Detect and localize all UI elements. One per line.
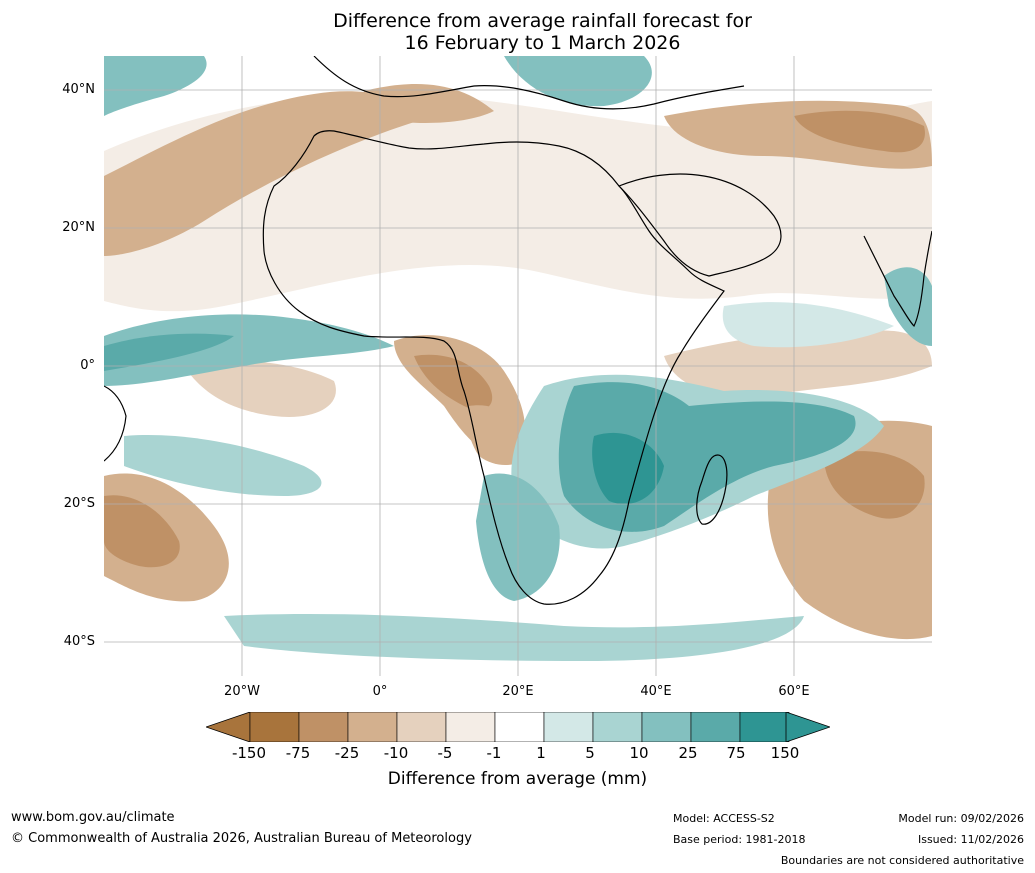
colorbar-tick: 75 <box>726 744 746 762</box>
colorbar-tick: 25 <box>678 744 698 762</box>
dry-region-med <box>364 83 494 123</box>
south-america-coastline <box>104 385 127 462</box>
wet-region-southern-ocean <box>224 614 804 661</box>
colorbar-tick: 1 <box>536 744 546 762</box>
colorbar-swatch <box>690 711 741 743</box>
dry-region-congo <box>414 354 493 410</box>
colorbar-tick: 5 <box>585 744 595 762</box>
colorbar-arrow-left <box>204 711 251 743</box>
dry-region-indian-north <box>664 330 932 397</box>
dry-region-atlantic-band <box>104 91 434 256</box>
dry-region-indian-ocean-core <box>824 451 925 519</box>
dry-region-equatorial-atlantic <box>184 361 336 417</box>
dry-region-middle-east-core <box>794 110 925 153</box>
colorbar-tick: -25 <box>334 744 360 762</box>
footer-base-period: Base period: 1981-2018 <box>673 833 806 846</box>
wet-region-aegean <box>504 56 652 107</box>
rainfall-anomaly-map <box>104 56 932 676</box>
colorbar-swatch <box>347 711 398 743</box>
arabia-coastline <box>617 173 782 277</box>
colorbar-swatch <box>641 711 692 743</box>
wet-region-north-west <box>104 56 207 116</box>
wet-anomaly-regions <box>104 56 932 661</box>
graticule <box>104 56 932 676</box>
lon-label-40e: 40°E <box>640 684 672 699</box>
lon-label-0: 0° <box>372 684 388 699</box>
colorbar-swatch <box>298 711 349 743</box>
colorbar-swatch <box>396 711 447 743</box>
colorbar-tick: -10 <box>383 744 409 762</box>
footer-model: Model: ACCESS-S2 <box>673 812 775 825</box>
colorbar-swatch <box>543 711 594 743</box>
lat-label-20n: 20°N <box>62 220 95 235</box>
colorbar <box>204 711 832 746</box>
dry-region-south-atlantic-core <box>104 495 180 568</box>
wet-region-atlantic-equatorial <box>104 314 394 386</box>
africa-coastline <box>262 130 725 605</box>
footer-disclaimer: Boundaries are not considered authoritat… <box>780 854 1024 867</box>
colorbar-tick: -75 <box>285 744 311 762</box>
map-canvas <box>104 56 932 676</box>
title-line-2: 16 February to 1 March 2026 <box>404 32 681 54</box>
colorbar-swatch <box>739 711 790 743</box>
footer-model-run: Model run: 09/02/2026 <box>898 812 1024 825</box>
india-coastline <box>863 230 932 328</box>
wet-region-mozambique-core <box>592 432 664 505</box>
wet-region-bay-bengal <box>884 267 932 346</box>
colorbar-tick: -1 <box>486 744 502 762</box>
lon-label-60e: 60°E <box>778 684 810 699</box>
colorbar-tick: 150 <box>770 744 800 762</box>
colorbar-swatch <box>592 711 643 743</box>
wet-region-south-atlantic <box>124 435 322 496</box>
lat-label-40s: 40°S <box>63 634 95 649</box>
lat-label-0: 0° <box>80 358 95 373</box>
colorbar-swatch <box>249 711 300 743</box>
colorbar-svg <box>204 711 832 743</box>
chart-title: Difference from average rainfall forecas… <box>0 10 1035 54</box>
footer-issued: Issued: 11/02/2026 <box>917 833 1024 846</box>
footer-website[interactable]: www.bom.gov.au/climate <box>11 810 175 825</box>
wet-region-atlantic-equatorial-core <box>104 333 234 371</box>
colorbar-tick: 10 <box>629 744 649 762</box>
colorbar-swatch <box>445 711 496 743</box>
colorbar-swatch <box>494 711 545 743</box>
lat-label-20s: 20°S <box>63 496 95 511</box>
madagascar-coastline <box>696 454 728 525</box>
colorbar-boxes <box>249 711 790 743</box>
lat-label-40n: 40°N <box>62 82 95 97</box>
colorbar-tick: -5 <box>437 744 453 762</box>
lon-label-20e: 20°E <box>502 684 534 699</box>
lon-label-20w: 20°W <box>224 684 260 699</box>
colorbar-tick: -150 <box>231 744 267 762</box>
colorbar-arrow-right <box>785 711 832 743</box>
coastlines <box>104 56 932 605</box>
title-line-1: Difference from average rainfall forecas… <box>333 10 752 32</box>
europe-coastline <box>313 56 745 110</box>
wet-region-arabian-sea-light <box>722 302 894 348</box>
footer-copyright: © Commonwealth of Australia 2026, Austra… <box>11 831 472 846</box>
colorbar-label: Difference from average (mm) <box>387 769 648 789</box>
